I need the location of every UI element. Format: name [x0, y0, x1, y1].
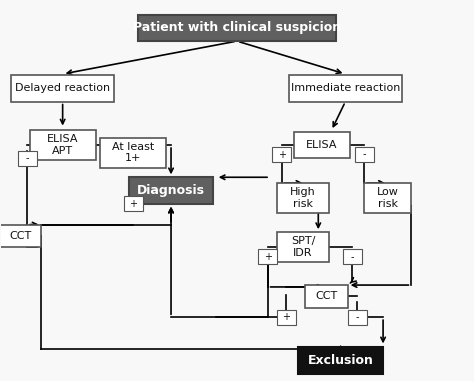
Text: Immediate reaction: Immediate reaction: [291, 83, 400, 93]
Text: Low
risk: Low risk: [377, 187, 399, 209]
FancyBboxPatch shape: [0, 224, 41, 247]
FancyBboxPatch shape: [343, 249, 362, 264]
Text: Exclusion: Exclusion: [308, 354, 374, 367]
Text: CCT: CCT: [315, 291, 337, 301]
Text: ELISA: ELISA: [306, 140, 337, 150]
Text: CCT: CCT: [9, 231, 31, 241]
Text: At least
1+: At least 1+: [112, 142, 155, 163]
FancyBboxPatch shape: [100, 138, 166, 168]
Text: ELISA
APT: ELISA APT: [47, 134, 78, 156]
FancyBboxPatch shape: [289, 75, 402, 102]
FancyBboxPatch shape: [30, 130, 96, 160]
FancyBboxPatch shape: [277, 183, 329, 213]
Text: -: -: [363, 150, 366, 160]
Text: -: -: [351, 252, 354, 262]
FancyBboxPatch shape: [305, 285, 348, 308]
Text: Diagnosis: Diagnosis: [137, 184, 205, 197]
FancyBboxPatch shape: [348, 310, 366, 325]
Text: Patient with clinical suspicion: Patient with clinical suspicion: [133, 21, 341, 34]
Text: High
risk: High risk: [290, 187, 316, 209]
Text: Delayed reaction: Delayed reaction: [15, 83, 110, 93]
FancyBboxPatch shape: [355, 147, 374, 162]
Text: +: +: [129, 199, 137, 209]
FancyBboxPatch shape: [273, 147, 291, 162]
FancyBboxPatch shape: [138, 14, 336, 41]
FancyBboxPatch shape: [18, 151, 36, 166]
FancyBboxPatch shape: [128, 177, 213, 204]
Text: +: +: [278, 150, 286, 160]
Text: +: +: [283, 312, 291, 322]
FancyBboxPatch shape: [277, 310, 296, 325]
Text: +: +: [264, 252, 272, 262]
Text: SPT/
IDR: SPT/ IDR: [291, 237, 315, 258]
FancyBboxPatch shape: [364, 183, 411, 213]
FancyBboxPatch shape: [298, 347, 383, 374]
FancyBboxPatch shape: [277, 232, 329, 263]
Text: -: -: [356, 312, 359, 322]
FancyBboxPatch shape: [124, 196, 143, 211]
FancyBboxPatch shape: [293, 132, 350, 158]
FancyBboxPatch shape: [258, 249, 277, 264]
FancyBboxPatch shape: [11, 75, 115, 102]
Text: -: -: [26, 153, 29, 163]
